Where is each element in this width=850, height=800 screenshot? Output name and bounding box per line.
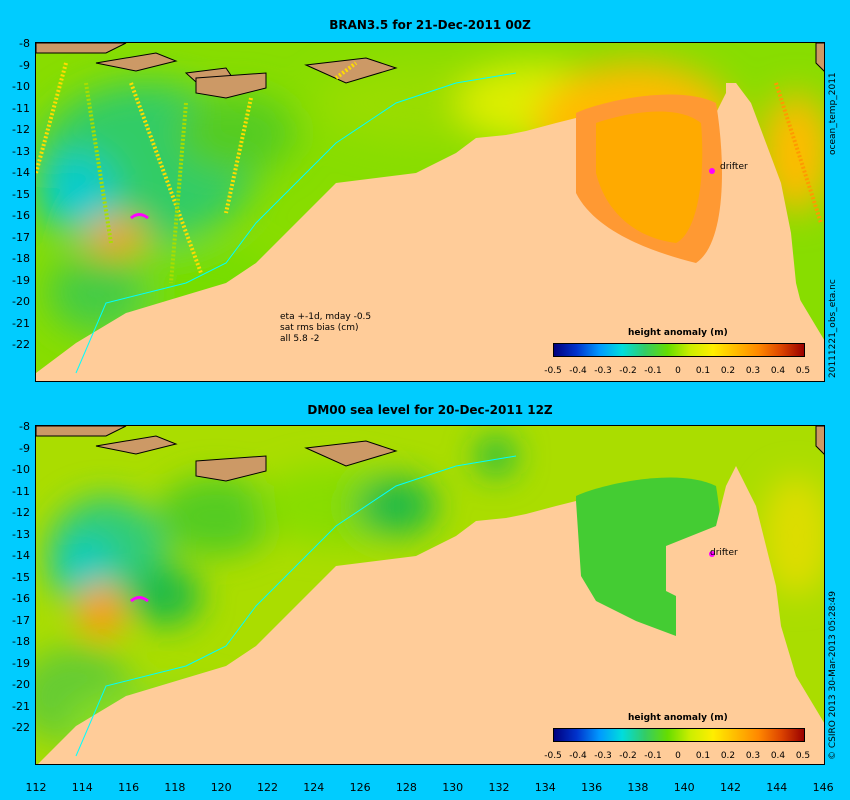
bottom-side-label: © CSIRO 2013 30-Mar-2013 05:28:49 bbox=[828, 590, 838, 760]
top-note-line2: sat rms bias (cm) bbox=[280, 323, 359, 333]
bottom-map-canvas bbox=[36, 426, 824, 764]
x-tick-label: 124 bbox=[303, 781, 325, 794]
top-note-line1: eta +-1d, mday -0.5 bbox=[280, 312, 372, 322]
y-tick-label: -16 bbox=[12, 209, 30, 222]
y-tick-label: -21 bbox=[12, 699, 30, 713]
y-tick-label: -8 bbox=[19, 420, 30, 433]
y-tick-label: -19 bbox=[12, 656, 30, 670]
colorbar-tick-label: 0.1 bbox=[695, 751, 711, 761]
x-tick-label: 128 bbox=[395, 781, 417, 794]
y-tick-label: -21 bbox=[12, 316, 30, 330]
top-colorbar-ticks: -0.5 -0.4 -0.3 -0.2 -0.1 0 0.1 0.2 0.3 0.4 0.5 bbox=[544, 366, 811, 378]
y-tick-label: -11 bbox=[12, 484, 30, 498]
y-tick-label: -14 bbox=[12, 549, 30, 562]
colorbar-tick-label: 0.3 bbox=[745, 751, 761, 761]
colorbar-tick-label: 0.4 bbox=[770, 366, 786, 376]
x-tick-label: 138 bbox=[627, 781, 649, 794]
y-tick-label: -15 bbox=[12, 187, 30, 201]
x-tick-label: 140 bbox=[673, 781, 695, 794]
y-tick-label: -8 bbox=[19, 37, 30, 50]
x-tick-label: 126 bbox=[349, 781, 371, 794]
y-tick-label: -14 bbox=[12, 166, 30, 179]
y-tick-label: -20 bbox=[12, 678, 30, 691]
top-drifter-label: drifter bbox=[720, 162, 748, 172]
x-tick-label: 114 bbox=[71, 781, 93, 794]
x-tick-label: 146 bbox=[812, 781, 834, 794]
top-map bbox=[35, 42, 825, 382]
colorbar-tick-label: 0.1 bbox=[695, 366, 711, 376]
x-tick-label: 142 bbox=[720, 781, 741, 794]
colorbar-tick-label: 0.2 bbox=[720, 366, 736, 376]
colorbar-tick-label: 0.2 bbox=[720, 751, 736, 761]
colorbar-tick-label: -0.5 bbox=[544, 366, 562, 376]
y-tick-label: -13 bbox=[12, 527, 30, 541]
top-map-title: BRAN3.5 for 21-Dec-2011 00Z bbox=[329, 18, 531, 32]
x-tick-label: 122 bbox=[257, 781, 278, 794]
bottom-map bbox=[35, 425, 825, 765]
y-tick-label: -11 bbox=[12, 101, 30, 115]
y-tick-label: -10 bbox=[12, 463, 30, 476]
x-tick-label: 136 bbox=[581, 781, 603, 794]
y-tick-label: -17 bbox=[12, 230, 30, 244]
bottom-colorbar-ticks: -0.5 -0.4 -0.3 -0.2 -0.1 0 0.1 0.2 0.3 0.4 0.5 bbox=[544, 751, 811, 763]
y-tick-label: -20 bbox=[12, 295, 30, 308]
colorbar-tick-label: 0 bbox=[675, 366, 681, 376]
y-tick-label: -17 bbox=[12, 613, 30, 627]
colorbar-tick-label: -0.4 bbox=[569, 366, 587, 376]
bottom-colorbar-title: height anomaly (m) bbox=[628, 713, 728, 723]
colorbar-tick-label: 0.4 bbox=[770, 751, 786, 761]
y-tick-label: -16 bbox=[12, 592, 30, 605]
colorbar-tick-label: 0.5 bbox=[795, 751, 811, 761]
y-tick-label: -18 bbox=[12, 635, 30, 648]
top-note-line3: all 5.8 -2 bbox=[280, 334, 320, 344]
x-tick-label: 118 bbox=[164, 781, 186, 794]
y-tick-label: -15 bbox=[12, 570, 30, 584]
y-tick-label: -22 bbox=[12, 338, 30, 351]
colorbar-tick-label: 0 bbox=[675, 751, 681, 761]
colorbar-tick-label: -0.1 bbox=[644, 751, 662, 761]
top-colorbar bbox=[553, 343, 805, 357]
colorbar-tick-label: 0.5 bbox=[795, 366, 811, 376]
colorbar-tick-label: -0.2 bbox=[619, 751, 637, 761]
colorbar-tick-label: -0.4 bbox=[569, 751, 587, 761]
top-map-canvas bbox=[36, 43, 824, 381]
top-note: eta +-1d, mday -0.5 sat rms bias (cm) al… bbox=[280, 312, 371, 345]
y-tick-label: -10 bbox=[12, 80, 30, 93]
top-colorbar-title: height anomaly (m) bbox=[628, 328, 728, 338]
colorbar-tick-label: -0.3 bbox=[594, 366, 612, 376]
y-tick-label: -9 bbox=[19, 58, 30, 72]
x-tick-label: 116 bbox=[118, 781, 140, 794]
x-tick-label: 112 bbox=[25, 781, 47, 794]
x-tick-label: 134 bbox=[534, 781, 556, 794]
y-tick-label: -13 bbox=[12, 144, 30, 158]
colorbar-tick-label: -0.3 bbox=[594, 751, 612, 761]
x-tick-label: 144 bbox=[766, 781, 788, 794]
bottom-colorbar bbox=[553, 728, 805, 742]
bottom-drifter-label: drifter bbox=[710, 548, 738, 558]
top-side-label-lower: 20111221_obs_eta.nc bbox=[828, 279, 838, 378]
colorbar-tick-label: 0.3 bbox=[745, 366, 761, 376]
y-tick-label: -19 bbox=[12, 273, 30, 287]
colorbar-tick-label: -0.1 bbox=[644, 366, 662, 376]
colorbar-tick-label: -0.5 bbox=[544, 751, 562, 761]
y-tick-label: -22 bbox=[12, 721, 30, 734]
x-tick-label: 130 bbox=[442, 781, 464, 794]
top-side-label-upper: ocean_temp_2011 bbox=[828, 72, 838, 155]
y-tick-label: -12 bbox=[12, 123, 30, 136]
colorbar-tick-label: -0.2 bbox=[619, 366, 637, 376]
y-tick-label: -18 bbox=[12, 252, 30, 265]
x-tick-label: 120 bbox=[210, 781, 232, 794]
bottom-map-title: DM00 sea level for 20-Dec-2011 12Z bbox=[307, 403, 553, 417]
x-tick-label: 132 bbox=[488, 781, 510, 794]
y-tick-label: -9 bbox=[19, 441, 30, 455]
y-tick-label: -12 bbox=[12, 506, 30, 519]
